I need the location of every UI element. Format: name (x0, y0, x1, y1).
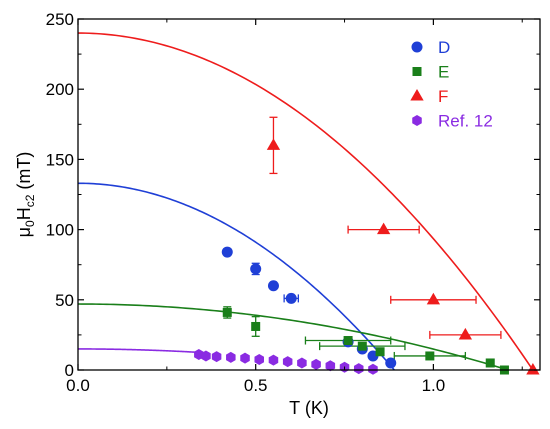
data-point-ref-12 (353, 363, 364, 375)
data-point-f (376, 222, 391, 235)
y-tick-label: 200 (46, 80, 74, 99)
data-point-ref-12 (325, 360, 336, 372)
fit-curve-ref-12 (78, 348, 199, 354)
data-point-e (375, 347, 385, 357)
tick-labels: 0.0 0.5 1.0 0 50 100 150 200 250 (46, 10, 446, 395)
fit-curve-f (77, 32, 534, 371)
data-point-ref-12 (211, 351, 222, 363)
data-point-d (285, 292, 297, 304)
x-axis-title: T (K) (289, 398, 329, 418)
fit-curve-e (77, 303, 509, 371)
data-point-e (251, 321, 261, 331)
data-point-f (426, 292, 441, 305)
y-tick-label: 50 (55, 291, 74, 310)
legend-marker-e (412, 67, 422, 76)
data-point-e (485, 358, 495, 368)
y-axis-title-sub0: 0 (23, 220, 37, 227)
data-point-ref-12 (240, 352, 250, 364)
data-point-ref-12 (368, 363, 378, 375)
data-point-f (266, 138, 281, 150)
data-point-d (385, 357, 397, 369)
y-axis-title-subc2: c2 (23, 194, 37, 207)
data-point-ref-12 (254, 353, 265, 365)
legend-label-d: D (438, 38, 450, 57)
data-point-d (250, 263, 262, 275)
data-point-d (221, 246, 233, 258)
legend: DEF Ref. 12 (410, 38, 493, 131)
data-point-e (343, 336, 353, 346)
data-point-ref-12 (297, 357, 307, 369)
legend-label-f: F (438, 87, 448, 106)
y-axis-title-unit: (mT) (14, 152, 34, 195)
y-axis-title-mu: μ (14, 227, 34, 237)
error-bars (223, 116, 502, 360)
legend-marker-d (411, 41, 423, 53)
data-point-ref-12 (311, 358, 321, 370)
y-tick-label: 150 (46, 150, 74, 169)
y-axis-title-h: H (14, 207, 34, 220)
fit-curves (77, 32, 534, 371)
y-tick-label: 100 (46, 221, 74, 240)
data-point-f (458, 327, 473, 340)
legend-label-e: E (438, 63, 449, 82)
axis-ticks (77, 18, 540, 371)
legend-marker-ref-12 (412, 115, 422, 126)
legend-marker-f (410, 89, 424, 101)
data-point-ref-12 (201, 350, 211, 362)
x-tick-label: 0.0 (66, 376, 90, 395)
data-point-ref-12 (268, 354, 279, 366)
y-axis-title: μ0Hc2 (mT) (14, 152, 37, 238)
x-tick-label: 0.5 (244, 376, 268, 395)
data-point-ref-12 (282, 356, 293, 368)
legend-label-ref-12: Ref. 12 (438, 112, 493, 131)
data-point-e (222, 307, 232, 317)
data-point-e (357, 341, 367, 351)
fit-curve-d (77, 182, 395, 371)
y-tick-label: 250 (46, 10, 74, 29)
data-point-f (526, 363, 540, 375)
data-point-e (425, 351, 435, 361)
x-tick-label: 1.0 (422, 376, 446, 395)
y-tick-label: 0 (65, 361, 74, 380)
data-point-d (267, 280, 279, 292)
plot-frame (77, 18, 541, 371)
data-point-ref-12 (226, 351, 236, 363)
